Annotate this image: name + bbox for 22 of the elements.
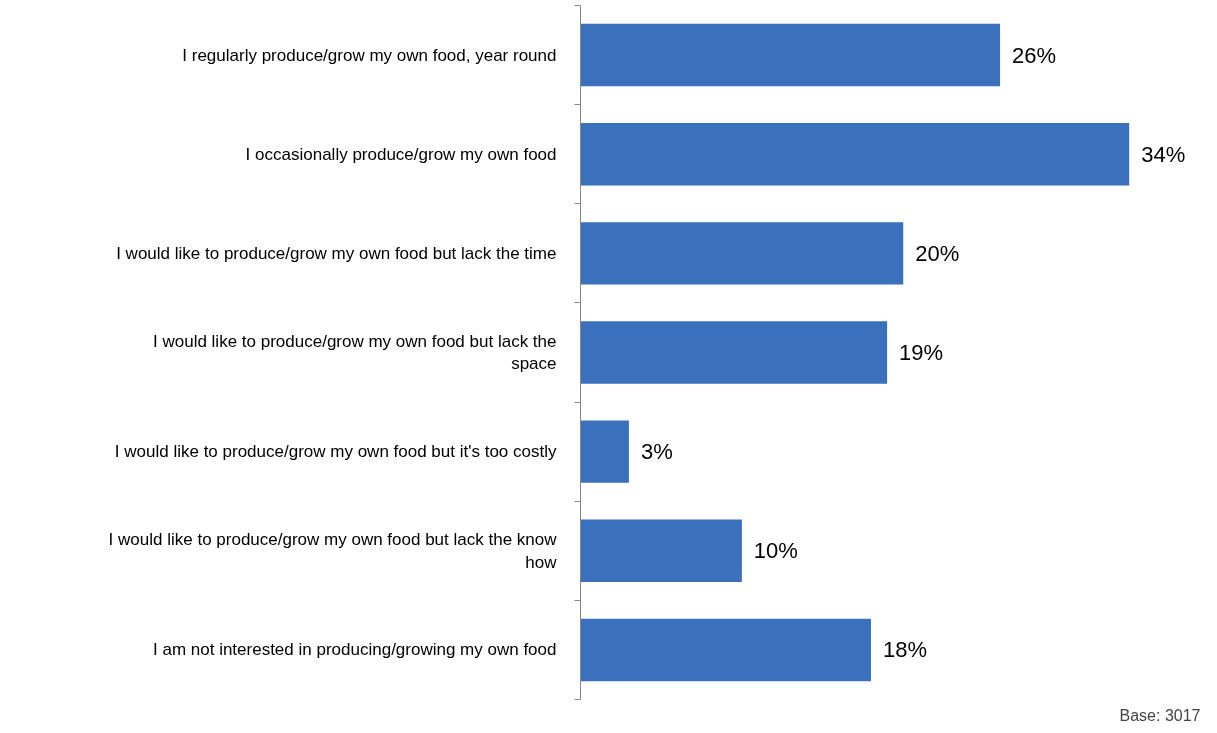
bar: [580, 618, 871, 682]
y-tick-label: I would like to produce/grow my own food but it's too costly: [114, 442, 557, 462]
y-tick-label: I am not interested in producing/growing my own food: [153, 640, 557, 660]
y-tick-label: I occasionally produce/grow my own food: [245, 144, 557, 164]
y-tick-label: I would like to produce/grow my own food but lack the time: [116, 243, 557, 263]
data-label: 3%: [640, 439, 673, 465]
bar: [580, 321, 888, 384]
bar: [580, 420, 629, 483]
y-tick-label: I would like to produce/grow my own food but lack the know how: [108, 529, 558, 572]
data-label: 19%: [899, 340, 944, 365]
bar: [580, 23, 1001, 87]
data-label: 26%: [1012, 42, 1057, 68]
text: Base: 3017: [1119, 706, 1201, 724]
y-tick-label: I regularly produce/grow my own food, year round: [182, 45, 557, 65]
bar: [580, 222, 904, 285]
data-label: 10%: [753, 538, 798, 564]
data-label: 18%: [882, 637, 928, 663]
bar: [580, 519, 742, 583]
bar: [580, 122, 1130, 186]
y-tick-label: I would like to produce/grow my own food but lack the space: [153, 331, 557, 374]
data-label: 20%: [915, 240, 960, 266]
data-label: 34%: [1141, 141, 1186, 167]
